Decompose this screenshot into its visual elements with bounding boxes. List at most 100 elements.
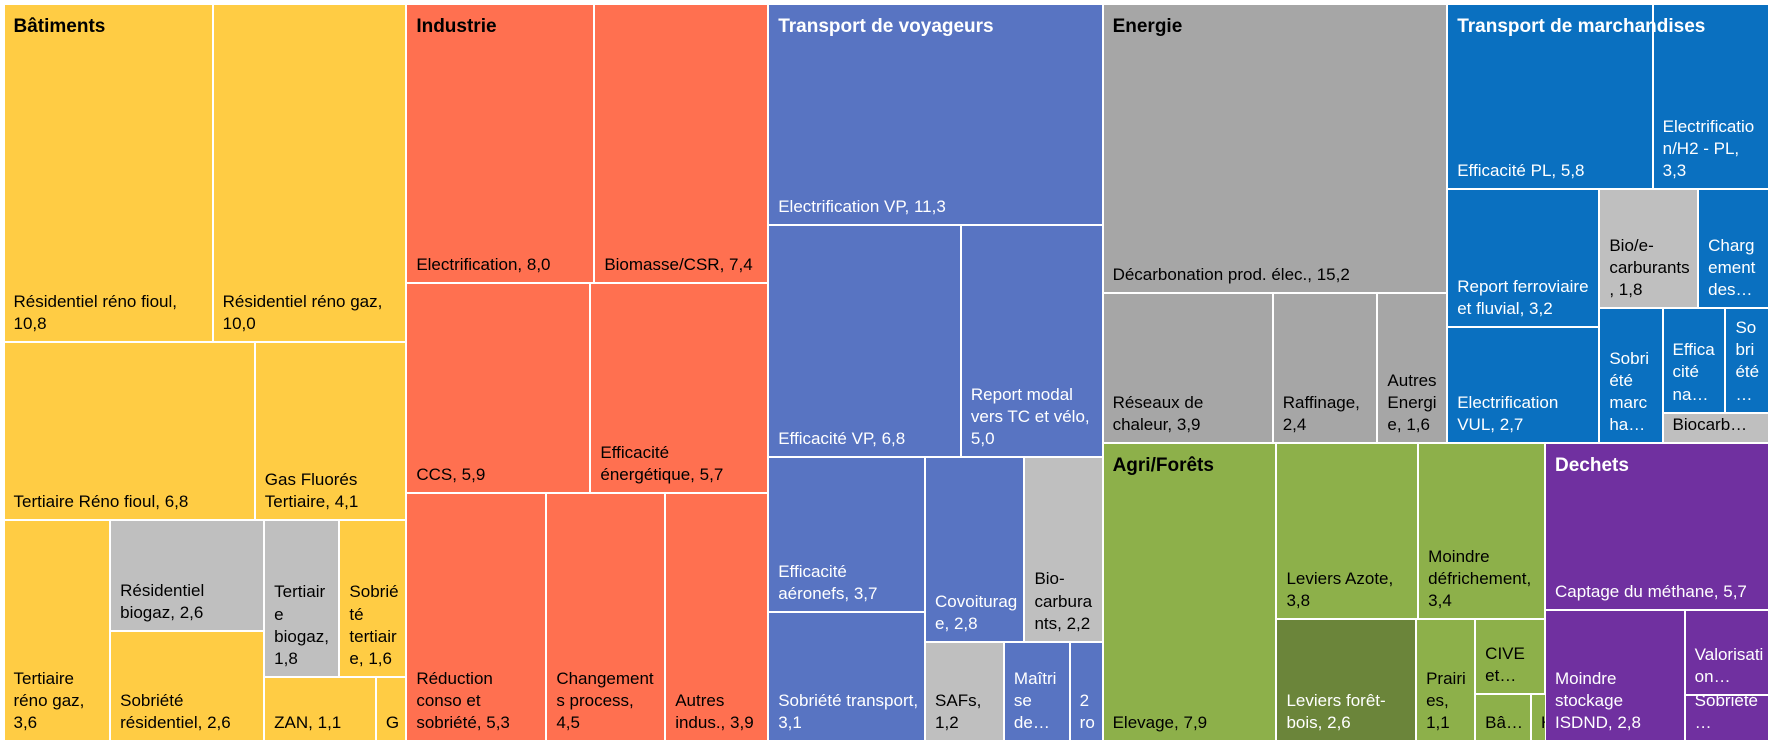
group: Efficacité PL, 5,8 Electrification/H2 - P…: [1447, 3, 1770, 444]
tile: CCS, 5,9: [406, 282, 591, 494]
tile-name: Leviers forêt-bois,: [1286, 691, 1386, 733]
tile-value: 10,8: [13, 314, 47, 334]
tile-label: Captage du méthane, 5,7: [1555, 581, 1764, 603]
tile-value: 2,8: [953, 613, 978, 633]
tile-label: 2 ro: [1080, 690, 1097, 734]
tile-value: 3,4: [1428, 591, 1452, 611]
tile-label: Chargement des…: [1708, 235, 1763, 301]
tile-label: Réduction conso et sobriété, 5,3: [416, 668, 540, 734]
tile: Gas Fluorés Tertiaire, 4,1: [254, 342, 407, 520]
tile-label: Résidentiel réno gaz, 10,0: [223, 291, 401, 335]
tile: Sobriété transport, 3,1: [768, 611, 926, 742]
tile-value: 3,9: [1176, 415, 1201, 435]
tile-name: Moindre stockage ISDND,: [1554, 669, 1624, 733]
tile: Résidentiel réno gaz, 10,0: [212, 3, 407, 343]
tile: Report ferroviaire et fluvial, 3,2: [1447, 188, 1600, 327]
tile-value: 15,2: [1316, 264, 1350, 284]
tile-value: 4,1: [334, 491, 359, 511]
tile: Report modal vers TC et vélo, 5,0: [960, 225, 1103, 457]
tile-value: 2,2: [1066, 613, 1091, 633]
tile-value: 5,7: [699, 464, 724, 484]
tile-label: SAFs, 1,2: [935, 690, 998, 734]
tile-label: Efficacité énergétique, 5,7: [600, 442, 762, 486]
tile-value: 7,9: [1183, 713, 1208, 733]
tile-label: Moindre stockage ISDND, 2,8: [1555, 668, 1679, 734]
tile-name: Bio/e-carburants,: [1609, 236, 1690, 300]
tile-name: Réduction conso et sobriété,: [416, 669, 493, 733]
tile-name: Chargement des…: [1708, 236, 1756, 300]
tile: Leviers Azote, 3,8: [1276, 443, 1419, 620]
tile: Raffinage, 2,4: [1272, 292, 1378, 444]
tile-name: Efficacité aéronefs,: [778, 561, 850, 603]
tile: Changements process, 4,5: [546, 493, 666, 742]
tile-label: Changements process, 4,5: [556, 668, 659, 734]
tile-name: Tertiaire réno gaz,: [13, 669, 85, 711]
tile-value: 1,6: [1406, 415, 1430, 435]
tile-name: Tertiaire biogaz,: [274, 582, 329, 646]
tile: Covoiturage, 2,8: [925, 456, 1025, 642]
tile-label: Moindre défrichement, 3,4: [1428, 546, 1539, 612]
tile: Electrification, 8,0: [406, 3, 595, 283]
tile-value: 6,8: [164, 491, 189, 511]
tile-name: Bio-carburants,: [1034, 569, 1093, 633]
tile-name: Bâ…: [1485, 713, 1523, 733]
tile-label: Electrification VUL, 2,7: [1457, 392, 1593, 436]
tile-name: Report modal vers TC et vélo,: [970, 384, 1090, 426]
tile: Bâ…: [1475, 694, 1532, 742]
tile-label: Sobriété…: [1735, 317, 1763, 405]
tile-label: ZAN, 1,1: [274, 712, 370, 734]
tile: Moindre défrichement, 3,4: [1418, 443, 1545, 620]
tile-name: Covoiturage,: [935, 591, 1018, 633]
tile: Biocarb…: [1662, 412, 1770, 444]
tile: Autres indus., 3,9: [665, 493, 769, 742]
tile-name: G: [385, 713, 400, 733]
tile: Efficacité PL, 5,8: [1447, 3, 1653, 189]
tile: Sobriété marcha…: [1599, 308, 1663, 444]
tile: Efficacité VP, 6,8: [768, 225, 961, 457]
tile-label: Décarbonation prod. élec., 15,2: [1113, 264, 1442, 286]
tile: Prairies, 1,1: [1416, 619, 1476, 742]
tile-label: Sobriété…: [1695, 696, 1764, 734]
tile-name: Changements process,: [556, 669, 654, 711]
tile-label: Sobriété transport, 3,1: [778, 690, 919, 734]
tile-value: 3,9: [730, 713, 754, 733]
tile-name: CCS,: [416, 464, 457, 484]
tile: Electrification VUL, 2,7: [1447, 326, 1600, 444]
tile-label: Sobriété tertiaire, 1,6: [349, 581, 400, 669]
tile-value: 4,5: [556, 713, 580, 733]
tile: Electrification/H2 - PL, 3,3: [1652, 3, 1770, 189]
tile-label: Leviers forêt-bois, 2,6: [1286, 690, 1410, 734]
tile-value: 5,3: [486, 713, 510, 733]
tile-label: G: [386, 712, 400, 734]
tile-value: 2,4: [1282, 415, 1307, 435]
tile-label: Leviers Azote, 3,8: [1286, 568, 1412, 612]
tile-name: Maîtrise de…: [1013, 669, 1057, 733]
tile-name: Biomasse/CSR,: [604, 254, 725, 274]
group: Décarbonation prod. élec., 15,2 Réseaux d…: [1102, 3, 1448, 444]
tile-name: CIVE et…: [1485, 644, 1525, 686]
tile-value: 1,8: [274, 648, 298, 668]
tile-label: Report modal vers TC et vélo, 5,0: [971, 384, 1097, 450]
tile: Electrification VP, 11,3: [768, 3, 1103, 226]
tile-value: 3,6: [13, 713, 38, 733]
tile-name: Elevage,: [1112, 713, 1179, 733]
tile-value: 3,3: [1662, 160, 1687, 180]
tile-label: Bâ…: [1485, 712, 1525, 734]
tile-name: Décarbonation prod. élec.,: [1112, 264, 1312, 284]
tile: Réseaux de chaleur, 3,9: [1102, 292, 1273, 444]
group: Captage du méthane, 5,7 Moindre stockage …: [1544, 443, 1770, 742]
tile-value: 2,6: [1327, 713, 1351, 733]
tile: Tertiaire réno gaz, 3,6: [3, 519, 111, 742]
tile-value: 3,1: [778, 713, 802, 733]
tile-value: 1,2: [935, 713, 959, 733]
tile-value: 2,7: [1499, 415, 1524, 435]
tile: Sobriété…: [1725, 308, 1770, 413]
tile-name: Efficacité PL,: [1457, 160, 1557, 180]
tile-label: Electrification, 8,0: [416, 254, 588, 276]
tile-name: Résidentiel biogaz,: [120, 580, 205, 622]
tile-name: Moindre défrichement,: [1428, 547, 1532, 589]
tile-value: 3,2: [1529, 298, 1553, 318]
tile-label: Résidentiel biogaz, 2,6: [120, 580, 258, 624]
tile-name: Raffinage,: [1282, 393, 1360, 413]
tile-label: Gas Fluorés Tertiaire, 4,1: [265, 469, 401, 513]
